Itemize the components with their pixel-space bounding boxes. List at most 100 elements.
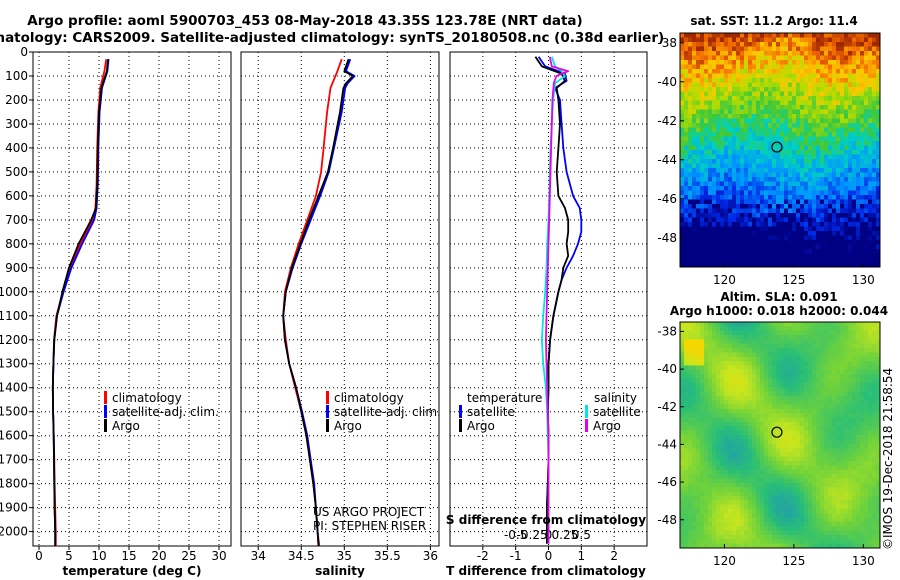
map-cell <box>752 100 757 106</box>
map-cell <box>796 123 801 128</box>
map-cell <box>840 374 845 379</box>
map-cell <box>816 474 821 479</box>
map-cell <box>788 73 793 79</box>
map-cell <box>788 465 793 471</box>
map-cell <box>840 136 845 142</box>
map-cell <box>704 374 709 379</box>
map-cell <box>704 141 709 146</box>
map-cell <box>760 231 765 236</box>
map-cell <box>820 159 825 164</box>
map-cell <box>808 482 813 488</box>
map-cell <box>836 127 841 133</box>
map-cell <box>776 226 781 232</box>
map-cell <box>824 118 829 124</box>
map-cell <box>852 369 857 375</box>
map-cell <box>856 204 861 209</box>
map-cell <box>832 37 837 43</box>
map-cell <box>868 262 873 268</box>
map-cell <box>748 465 753 471</box>
map-cell <box>692 91 697 97</box>
x-tick-label: 35.5 <box>374 549 401 563</box>
map-cell <box>684 413 689 419</box>
map-cell <box>696 69 701 74</box>
map-cell <box>772 118 777 124</box>
map-cell <box>752 163 757 169</box>
map-cell <box>852 132 857 137</box>
map-cell <box>680 487 685 492</box>
map-cell <box>864 249 869 254</box>
map-cell <box>752 87 757 92</box>
map-cell <box>768 46 773 52</box>
map-cell <box>696 339 701 345</box>
map-cell <box>860 181 865 187</box>
map-cell <box>800 91 805 97</box>
latitude-tick-label: -38 <box>657 36 677 50</box>
map-cell <box>784 118 789 124</box>
map-cell <box>688 145 693 151</box>
map-cell <box>804 204 809 209</box>
map-cell <box>744 413 749 419</box>
map-cell <box>792 343 797 349</box>
map-cell <box>876 46 881 52</box>
map-cell <box>816 190 821 196</box>
map-cell <box>800 474 805 479</box>
map-cell <box>700 222 705 227</box>
map-cell <box>808 150 813 155</box>
map-cell <box>780 465 785 471</box>
map-cell <box>876 456 881 462</box>
map-cell <box>720 136 725 142</box>
map-cell <box>692 500 697 506</box>
map-cell <box>736 395 741 401</box>
map-cell <box>764 500 769 506</box>
map-cell <box>812 37 817 43</box>
map-cell <box>764 213 769 218</box>
map-cell <box>804 378 809 384</box>
map-cell <box>724 365 729 371</box>
map-cell <box>836 172 841 178</box>
map-cell <box>712 361 717 366</box>
map-cell <box>852 159 857 164</box>
latitude-tick-label: -46 <box>657 192 677 206</box>
map-cell <box>748 114 753 119</box>
map-cell <box>832 217 837 223</box>
map-cell <box>692 73 697 79</box>
map-cell <box>712 172 717 178</box>
map-cell <box>868 199 873 205</box>
map-cell <box>704 127 709 133</box>
map-cell <box>856 132 861 137</box>
map-cell <box>712 461 717 466</box>
map-cell <box>772 132 777 137</box>
map-cell <box>700 395 705 401</box>
map-cell <box>864 452 869 458</box>
map-cell <box>852 335 857 340</box>
map-cell <box>696 474 701 479</box>
map-cell <box>788 204 793 209</box>
map-cell <box>796 326 801 332</box>
map-cell <box>744 141 749 146</box>
map-cell <box>852 100 857 106</box>
depth-axis: 0100200300400500600700800900100011001200… <box>0 45 33 539</box>
map-cell <box>684 109 689 115</box>
map-cell <box>816 55 821 61</box>
map-cell <box>792 145 797 151</box>
map-cell <box>788 439 793 445</box>
map-cell <box>776 391 781 397</box>
map-cell <box>724 413 729 419</box>
map-cell <box>752 478 757 484</box>
map-cell <box>840 154 845 160</box>
map-cell <box>732 181 737 187</box>
map-cell <box>804 356 809 362</box>
map-cell <box>680 374 685 379</box>
map-cell <box>812 235 817 241</box>
map-cell <box>728 42 733 47</box>
map-cell <box>680 42 685 47</box>
map-cell <box>840 382 845 388</box>
map-cell <box>728 330 733 336</box>
map-cell <box>684 37 689 43</box>
map-cell <box>752 374 757 379</box>
map-cell <box>796 195 801 200</box>
map-cell <box>700 82 705 88</box>
map-cell <box>848 335 853 340</box>
map-cell <box>776 387 781 393</box>
map-cell <box>824 123 829 128</box>
